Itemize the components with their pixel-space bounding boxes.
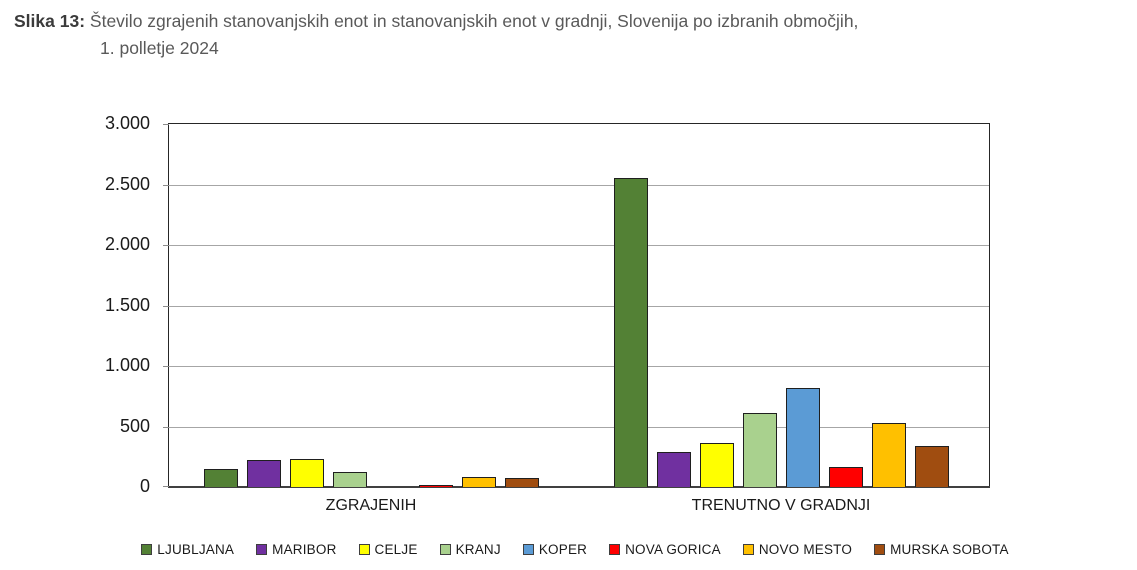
bar-maribor-1 xyxy=(657,451,691,487)
bar-ljubljana-1 xyxy=(614,178,648,487)
bar-murska-sobota-1 xyxy=(915,446,949,487)
y-tick-2000 xyxy=(163,245,169,246)
bar-novo-mesto-1 xyxy=(872,423,906,487)
legend-label: NOVA GORICA xyxy=(625,541,721,557)
bar-ljubljana-0 xyxy=(204,468,238,487)
legend-swatch-icon xyxy=(522,543,534,555)
bar-nova-gorica-0 xyxy=(419,485,453,487)
bar-koper-1 xyxy=(786,387,820,487)
y-axis-label-1000: 1.000 xyxy=(104,355,150,375)
y-axis-label-0: 0 xyxy=(139,476,150,496)
y-tick-1000 xyxy=(163,366,169,367)
legend-swatch-icon xyxy=(141,543,153,555)
legend-item-novo-mesto: NOVO MESTO xyxy=(742,541,853,557)
legend-swatch-icon xyxy=(358,543,370,555)
y-tick-1500 xyxy=(163,305,169,307)
gridline-500 xyxy=(169,426,989,428)
y-axis-label-500: 500 xyxy=(119,415,150,436)
legend-label: MURSKA SOBOTA xyxy=(890,541,1009,557)
legend-label: KOPER xyxy=(538,541,588,557)
legend-swatch-icon xyxy=(742,543,754,555)
x-axis-line xyxy=(168,486,990,488)
bar-group-1 xyxy=(614,124,949,487)
bar-nova-gorica-1 xyxy=(829,467,863,487)
y-axis-label-3000: 3.000 xyxy=(104,113,150,133)
figure-number-label: Slika 13: xyxy=(14,11,86,31)
y-axis-label-2000: 2.000 xyxy=(104,234,150,254)
legend-label: NOVO MESTO xyxy=(758,541,853,557)
legend-item-maribor: MARIBOR xyxy=(256,542,336,557)
y-tick-2500 xyxy=(163,184,169,186)
figure-title: Slika 13: Število zgrajenih stanovanjski… xyxy=(14,8,858,62)
legend-item-koper: KOPER xyxy=(522,541,588,557)
legend-item-nova-gorica: NOVA GORICA xyxy=(609,542,721,557)
legend-swatch-icon xyxy=(874,543,886,555)
bar-murska-sobota-0 xyxy=(505,477,539,487)
legend-swatch-icon xyxy=(256,543,268,555)
y-tick-500 xyxy=(163,426,169,428)
legend-label: KRANJ xyxy=(455,541,501,557)
bar-novo-mesto-0 xyxy=(462,477,496,487)
legend-item-murska-sobota: MURSKA SOBOTA xyxy=(874,542,1009,557)
bar-celje-0 xyxy=(290,459,324,487)
legend-label: MARIBOR xyxy=(272,541,337,557)
legend-item-kranj: KRANJ xyxy=(439,541,501,557)
legend-label: LJUBLJANA xyxy=(157,541,235,557)
y-axis-label-2500: 2.500 xyxy=(104,173,150,194)
category-label-0: ZGRAJENIH xyxy=(325,497,417,514)
y-tick-0 xyxy=(163,486,169,487)
legend-label: CELJE xyxy=(374,541,418,557)
bar-group-0 xyxy=(204,124,539,487)
bar-kranj-0 xyxy=(333,471,367,487)
bar-celje-1 xyxy=(700,443,734,487)
chart-legend: LJUBLJANA MARIBOR CELJE KRANJ KOPER NOVA GORI… xyxy=(70,539,1080,559)
legend-item-celje: CELJE xyxy=(358,541,418,557)
legend-swatch-icon xyxy=(439,543,451,555)
figure-title-line1: Slika 13: Število zgrajenih stanovanjski… xyxy=(14,8,858,35)
gridline-1500 xyxy=(169,305,989,307)
bar-kranj-1 xyxy=(743,413,777,487)
category-label-1: TRENUTNO V GRADNJI xyxy=(691,497,871,514)
bar-maribor-0 xyxy=(247,459,281,487)
gridline-1000 xyxy=(169,366,989,367)
gridline-2000 xyxy=(169,245,989,246)
gridline-2500 xyxy=(169,184,989,186)
legend-item-ljubljana: LJUBLJANA xyxy=(141,542,234,557)
y-axis-label-1500: 1.500 xyxy=(104,294,150,315)
plot-area xyxy=(163,123,990,488)
figure-title-text: Število zgrajenih stanovanjskih enot in … xyxy=(89,11,859,31)
y-tick-3000 xyxy=(163,124,169,125)
legend-swatch-icon xyxy=(609,543,621,555)
figure-title-line2: 1. polletje 2024 xyxy=(100,38,219,59)
